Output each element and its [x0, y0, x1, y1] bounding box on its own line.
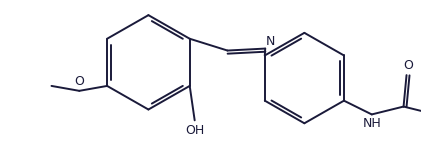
Text: OH: OH [185, 124, 204, 137]
Text: NH: NH [362, 117, 381, 130]
Text: O: O [403, 59, 414, 72]
Text: methoxy: methoxy [44, 85, 51, 87]
Text: O: O [74, 75, 84, 88]
Text: N: N [266, 35, 276, 48]
